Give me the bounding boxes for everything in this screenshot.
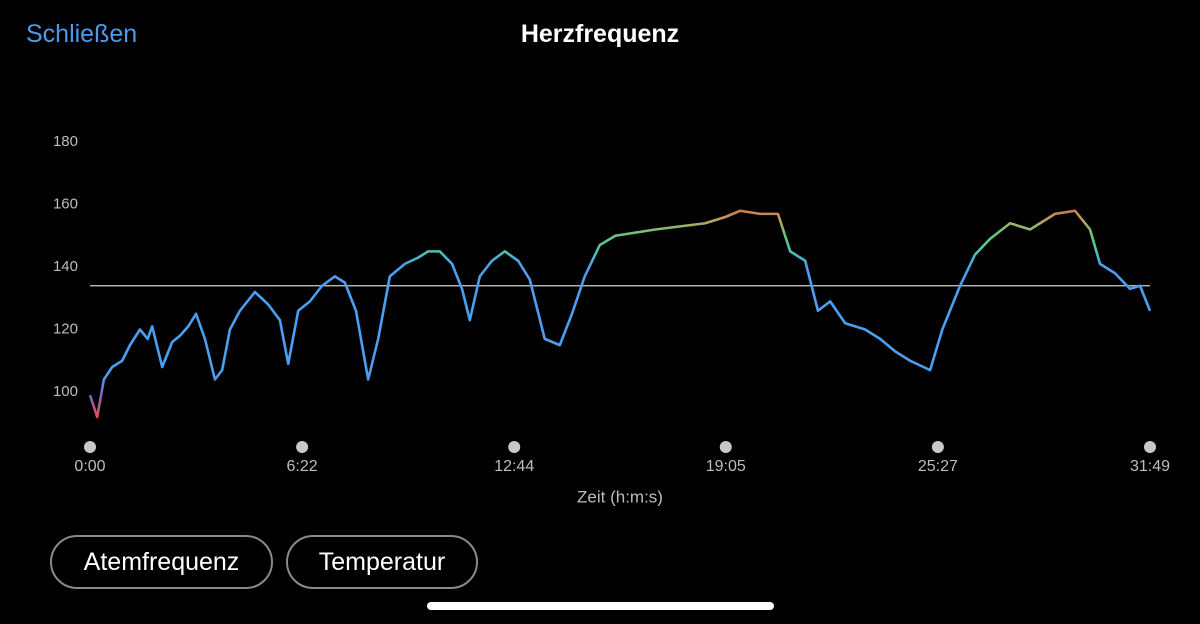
x-tick-label: 31:49 [1130, 458, 1170, 475]
x-tick-dot [508, 441, 521, 453]
x-tick-label: 19:05 [706, 458, 746, 475]
y-tick-label: 100 [53, 383, 78, 400]
y-tick-label: 180 [53, 133, 78, 150]
y-tick-label: 120 [53, 320, 78, 337]
x-tick-dot [296, 441, 309, 453]
x-tick-label: 25:27 [918, 458, 958, 475]
tab-button[interactable]: Temperatur [286, 535, 478, 589]
x-tick-dot [84, 441, 96, 453]
x-tick-dot [931, 441, 944, 453]
heart-rate-line [88, 209, 1152, 419]
x-axis-label: Zeit (h:m:s) [577, 487, 663, 506]
y-tick-label: 160 [53, 195, 78, 212]
x-tick-label: 12:44 [494, 458, 534, 475]
y-tick-label: 140 [53, 258, 78, 275]
x-tick-dot [1144, 441, 1156, 453]
x-tick-dot [719, 441, 732, 453]
tab-button[interactable]: Atemfrequenz [50, 535, 273, 589]
close-button[interactable]: Schließen [26, 20, 138, 48]
screen-title: Herzfrequenz [520, 20, 680, 48]
x-tick-label: 6:22 [287, 458, 318, 475]
x-tick-label: 0:00 [74, 458, 105, 475]
home-indicator [427, 602, 774, 610]
